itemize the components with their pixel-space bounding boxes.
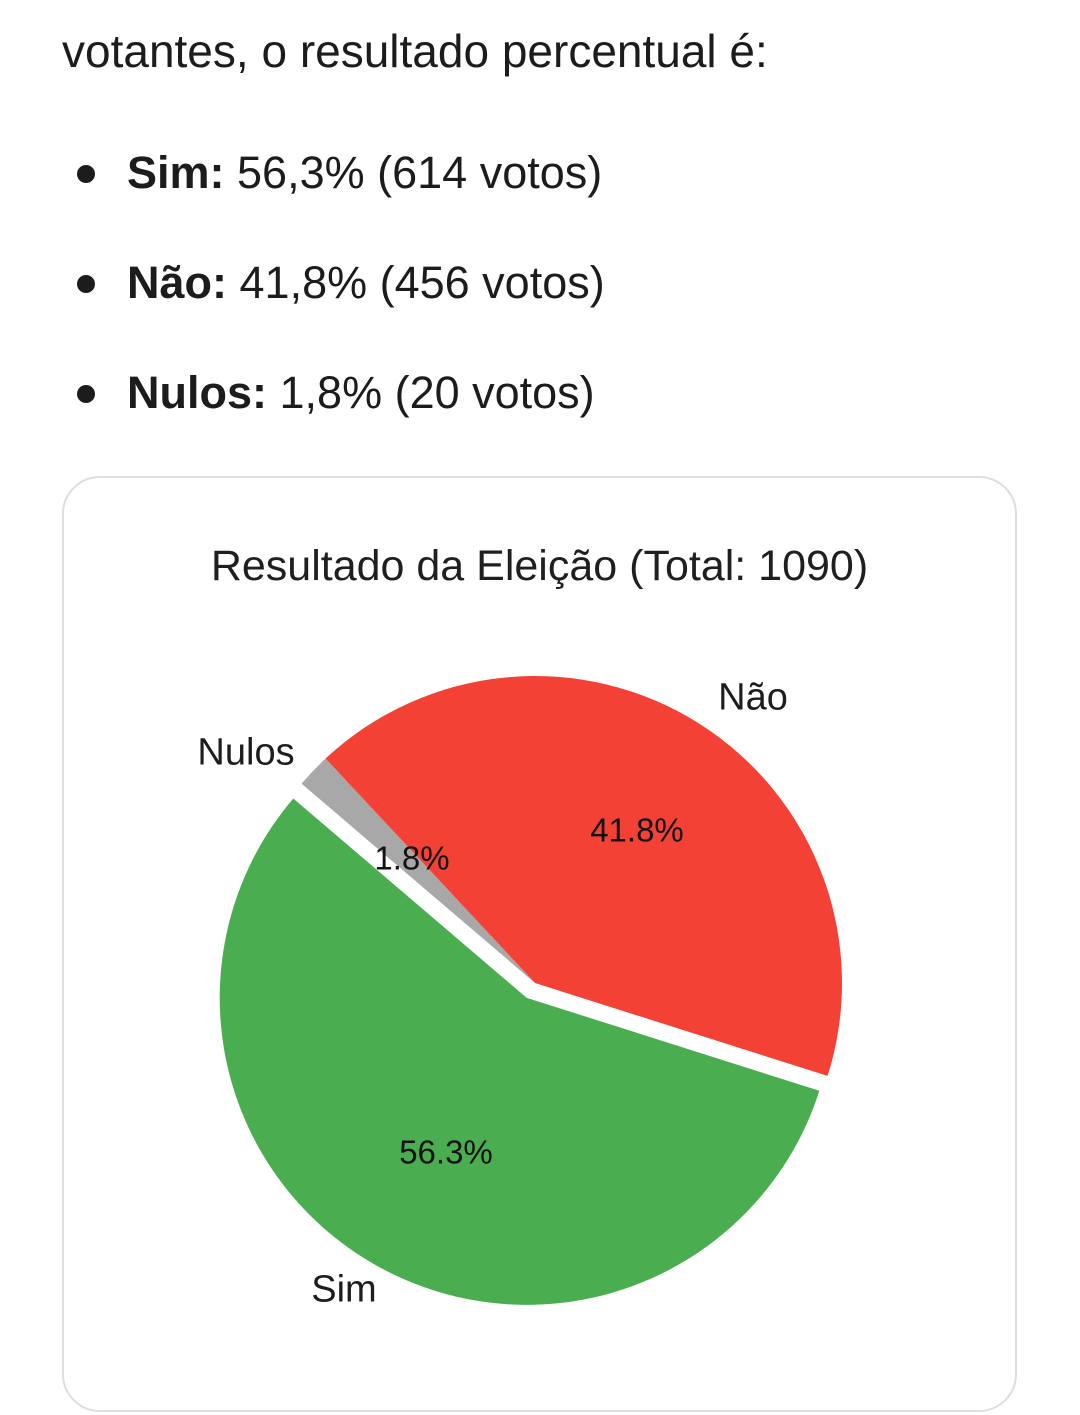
pie-category-label-nao: Não <box>718 676 788 718</box>
intro-text: votantes, o resultado percentual é: <box>62 25 768 77</box>
chart-title: Resultado da Eleição (Total: 1090) <box>210 542 869 590</box>
result-label: Não: <box>127 257 227 308</box>
result-value: 41,8% (456 votos) <box>239 257 605 308</box>
pie-percent-label-nulos: 1.8% <box>374 840 449 877</box>
pie-category-label-nulos: Nulos <box>197 731 294 773</box>
bullet-icon <box>77 165 95 183</box>
result-label: Nulos: <box>127 367 267 418</box>
result-value: 56,3% (614 votos) <box>237 147 603 198</box>
results-list: Sim: 56,3% (614 votos) Não: 41,8% (456 v… <box>62 148 605 478</box>
list-item-sim: Sim: 56,3% (614 votos) <box>62 148 605 198</box>
result-label: Sim: <box>127 147 225 198</box>
pie-percent-label-sim: 56.3% <box>399 1134 493 1171</box>
list-item-nulos: Nulos: 1,8% (20 votos) <box>62 368 605 418</box>
pie-slice-nulos <box>301 758 535 983</box>
result-value: 1,8% (20 votos) <box>279 367 595 418</box>
list-item-nao: Não: 41,8% (456 votos) <box>62 258 605 308</box>
pie-percent-label-nao: 41.8% <box>590 812 684 849</box>
bullet-icon <box>77 275 95 293</box>
pie-slice-nao <box>325 676 842 1076</box>
pie-category-label-sim: Sim <box>311 1268 376 1310</box>
pie-chart-svg: Sim 56.3% Não 41.8% Nulos 1.8% <box>197 676 842 1310</box>
pie-slice-sim <box>219 798 820 1305</box>
bullet-icon <box>77 385 95 403</box>
